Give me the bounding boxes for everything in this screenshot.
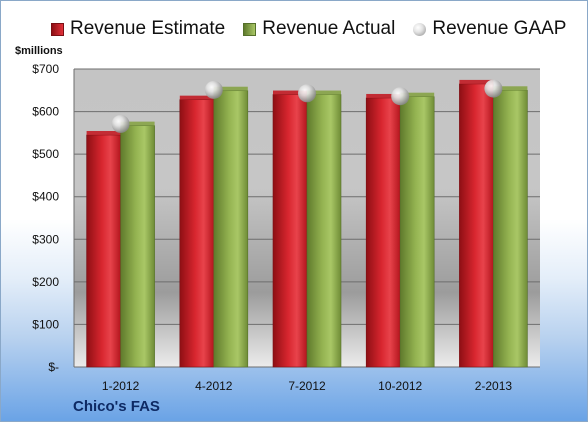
actual-bar: [213, 90, 249, 368]
gaap-point: [391, 87, 410, 106]
actual-bar-top: [307, 90, 341, 95]
y-tick-label: $200: [32, 275, 59, 289]
y-tick-label: $600: [32, 105, 59, 119]
y-axis-unit-label: $millions: [15, 45, 63, 57]
legend-item-estimate: Revenue Estimate: [51, 18, 225, 40]
actual-bar-top: [493, 86, 528, 91]
estimate-bar: [86, 134, 121, 368]
chart-legend: Revenue Estimate Revenue Actual Revenue …: [51, 17, 584, 41]
actual-bar-top: [213, 86, 248, 91]
actual-bar: [120, 125, 155, 368]
actual-bar: [399, 96, 435, 368]
y-axis-ticks: $- $100 $200 $300 $400 $500 $600 $700: [32, 62, 59, 374]
y-tick-label: $700: [32, 62, 59, 76]
actual-bar: [493, 89, 528, 368]
estimate-bar-top: [273, 90, 307, 95]
actual-swatch: [243, 22, 257, 36]
estimate-bar: [459, 83, 494, 368]
legend-label-gaap: Revenue GAAP: [432, 18, 567, 39]
estimate-bar-top: [179, 95, 214, 100]
estimate-bar: [179, 99, 215, 368]
legend-label-estimate: Revenue Estimate: [70, 18, 226, 39]
actual-bar-top: [120, 121, 155, 126]
actual-bar: [306, 94, 342, 368]
gaap-point: [298, 84, 316, 103]
estimate-bar: [365, 97, 401, 368]
gaap-points: [111, 79, 503, 133]
actual-bar-top: [400, 92, 435, 97]
estimate-swatch: [51, 22, 64, 36]
y-tick-label: $400: [32, 190, 59, 204]
gaap-point: [111, 114, 130, 133]
legend-label-actual: Revenue Actual: [262, 18, 396, 39]
x-tick-label: 1-2012: [102, 379, 140, 393]
x-tick-label: 4-2012: [195, 379, 233, 393]
gaap-point: [484, 79, 503, 98]
gaap-swatch: [413, 22, 427, 36]
legend-item-gaap: Revenue GAAP: [413, 18, 566, 40]
gaap-point: [204, 80, 223, 99]
y-tick-label: $-: [48, 360, 59, 374]
estimate-bar-top: [459, 79, 494, 84]
y-tick-label: $500: [32, 147, 59, 161]
legend-item-actual: Revenue Actual: [243, 18, 395, 40]
x-tick-label: 2-2013: [475, 379, 513, 393]
bar-series: [86, 79, 528, 368]
estimate-bar: [272, 94, 308, 368]
x-tick-label: 10-2012: [378, 379, 422, 393]
estimate-bar-top: [366, 93, 401, 98]
x-axis-ticks: 1-2012 4-2012 7-2012 10-2012 2-2013: [102, 379, 512, 393]
estimate-bar-top: [86, 130, 121, 135]
y-tick-label: $100: [32, 317, 59, 331]
y-tick-label: $300: [32, 232, 59, 246]
company-label: Chico's FAS: [73, 398, 160, 415]
x-tick-label: 7-2012: [288, 379, 326, 393]
